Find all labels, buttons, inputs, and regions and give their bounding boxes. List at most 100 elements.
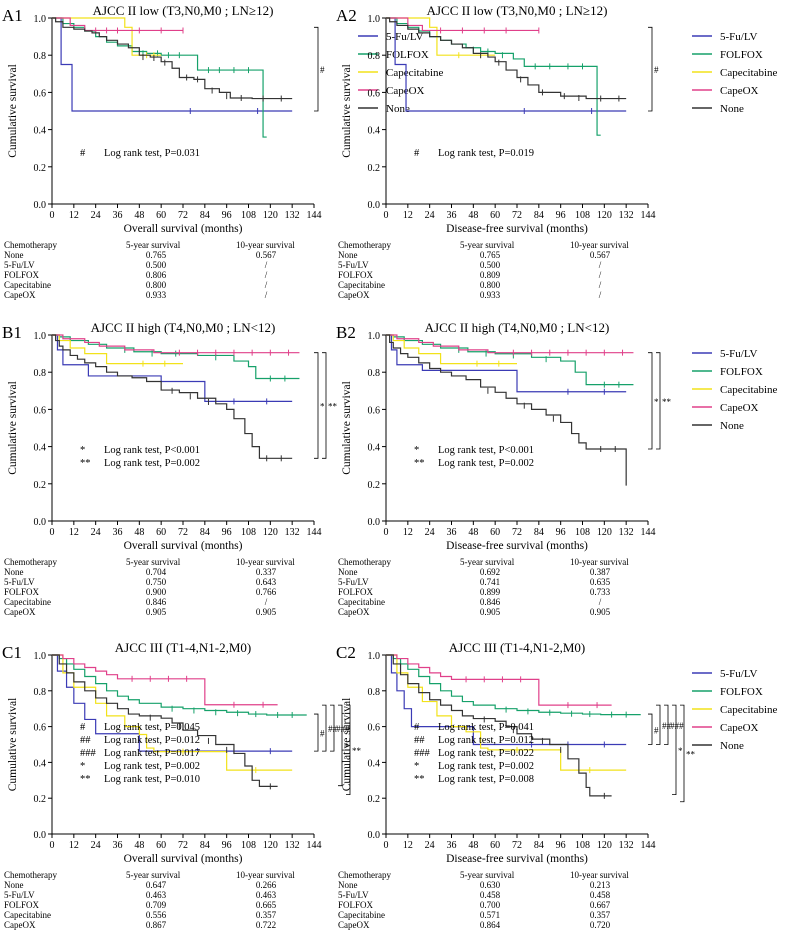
table-cell-chemo: CapeOX <box>338 607 370 617</box>
y-tick-label: 0.4 <box>368 758 381 769</box>
legend-entry: FOLFOX <box>720 366 763 378</box>
y-tick-label: 0.8 <box>368 687 381 698</box>
significance-bracket <box>338 704 343 787</box>
survival-curve <box>52 654 278 706</box>
table-cell-chemo: Capecitabine <box>4 910 51 920</box>
x-tick-label: 144 <box>641 527 656 538</box>
survival-curve <box>52 654 293 752</box>
y-tick-label: 0.6 <box>368 405 381 416</box>
bracket-symbol: ** <box>328 401 338 411</box>
y-tick-label: 1.0 <box>34 14 47 25</box>
y-axis-label: Cumulative survival <box>341 64 353 158</box>
panel-label: A2 <box>336 6 357 25</box>
table-cell-5yr: 0.750 <box>146 577 167 587</box>
table-cell-chemo: Capecitabine <box>338 910 385 920</box>
table-cell-chemo: 5-Fu/LV <box>4 260 35 270</box>
significance-bracket <box>664 704 669 745</box>
x-axis-label: Disease-free survival (months) <box>446 853 588 865</box>
table-cell-chemo: Capecitabine <box>338 597 385 607</box>
x-tick-label: 48 <box>134 840 144 851</box>
series-capeox <box>386 17 540 34</box>
significance-bracket <box>314 352 319 459</box>
panel-b1: B1 AJCC II high (T4,N0,M0 ; LN<12) 0.0 0.2 0… <box>2 320 338 617</box>
test-symbol: # <box>80 722 86 733</box>
x-tick-label: 96 <box>222 210 232 221</box>
y-tick-label: 0.8 <box>34 687 47 698</box>
table-cell-5yr: 0.800 <box>480 280 501 290</box>
survival-curve <box>52 17 183 32</box>
table-cell-5yr: 0.647 <box>146 880 167 890</box>
bracket-symbol: # <box>320 65 325 75</box>
table-cell-10yr: 0.665 <box>256 900 277 910</box>
survival-curve <box>52 334 293 403</box>
legend-entry: FOLFOX <box>720 686 763 698</box>
test-result: Log rank test, P<0.001 <box>438 445 534 456</box>
x-tick-label: 0 <box>384 210 389 221</box>
chart-title: AJCC II low (T3,N0,M0 ; LN≥12) <box>427 3 608 18</box>
test-result: Log rank test, P=0.002 <box>438 458 534 469</box>
test-result: Log rank test, P=0.008 <box>438 774 534 785</box>
series-5-fu-lv <box>52 334 293 405</box>
test-symbol: # <box>414 722 420 733</box>
bracket-symbol: ** <box>352 746 362 756</box>
x-tick-label: 12 <box>69 840 79 851</box>
x-axis-label: Overall survival (months) <box>124 853 243 865</box>
x-tick-label: 60 <box>156 840 166 851</box>
series-none <box>386 17 627 102</box>
panel-c1: C1 AJCC III (T1-4,N1-2,M0) 0.0 0.2 0.4 0.6 0.8… <box>2 640 362 930</box>
x-tick-label: 84 <box>534 527 544 538</box>
table-header-10yr: 10-year survival <box>236 870 295 880</box>
table-cell-10yr: 0.213 <box>590 880 611 890</box>
table-cell-5yr: 0.899 <box>480 587 501 597</box>
y-axis-label: Cumulative survival <box>341 698 353 792</box>
survival-curve <box>52 17 162 56</box>
test-result: Log rank test, P=0.002 <box>104 458 200 469</box>
y-tick-label: 0.6 <box>34 88 47 99</box>
table-cell-5yr: 0.806 <box>146 270 167 280</box>
significance-bracket <box>656 352 661 450</box>
test-symbol: * <box>80 445 85 456</box>
x-tick-label: 108 <box>575 840 590 851</box>
y-tick-label: 1.0 <box>34 331 47 342</box>
y-tick-label: 0.8 <box>368 368 381 379</box>
x-tick-label: 144 <box>641 210 656 221</box>
bracket-symbol: * <box>678 746 683 756</box>
y-axis-label: Cumulative survival <box>7 381 19 475</box>
test-symbol: ** <box>414 458 425 469</box>
x-tick-label: 132 <box>285 840 300 851</box>
x-tick-label: 24 <box>425 527 435 538</box>
table-cell-10yr: 0.463 <box>256 890 277 900</box>
table-header-10yr: 10-year survival <box>236 557 295 567</box>
test-result: Log rank test, P=0.031 <box>104 148 200 159</box>
bracket-symbol: * <box>344 741 349 751</box>
x-tick-label: 60 <box>156 210 166 221</box>
table-cell-chemo: None <box>4 880 24 890</box>
x-tick-label: 96 <box>556 210 566 221</box>
x-tick-label: 144 <box>307 840 322 851</box>
survival-curve <box>52 334 293 459</box>
x-tick-label: 96 <box>222 527 232 538</box>
table-cell-10yr: 0.722 <box>256 920 276 930</box>
x-axis-label: Overall survival (months) <box>124 540 243 552</box>
x-tick-label: 96 <box>222 840 232 851</box>
x-tick-label: 36 <box>447 840 457 851</box>
table-cell-10yr: 0.905 <box>590 607 611 617</box>
series-none <box>52 654 278 790</box>
test-symbol: ## <box>80 735 91 746</box>
significance-bracket <box>314 26 319 112</box>
x-tick-label: 48 <box>134 210 144 221</box>
legend-entry: None <box>720 740 744 752</box>
table-header-10yr: 10-year survival <box>236 240 295 250</box>
table-header-10yr: 10-year survival <box>570 557 629 567</box>
y-tick-label: 0.6 <box>368 723 381 734</box>
x-tick-label: 0 <box>384 527 389 538</box>
table-header-chemo: Chemotherapy <box>4 870 57 880</box>
table-cell-chemo: None <box>4 567 24 577</box>
x-tick-label: 60 <box>490 210 500 221</box>
table-cell-10yr: 0.733 <box>590 587 611 597</box>
table-cell-chemo: CapeOX <box>4 290 36 300</box>
y-tick-label: 0.4 <box>34 443 47 454</box>
chart-title: AJCC II low (T3,N0,M0 ; LN≥12) <box>93 3 274 18</box>
test-result: Log rank test, P=0.012 <box>104 735 200 746</box>
table-cell-chemo: 5-Fu/LV <box>338 260 369 270</box>
